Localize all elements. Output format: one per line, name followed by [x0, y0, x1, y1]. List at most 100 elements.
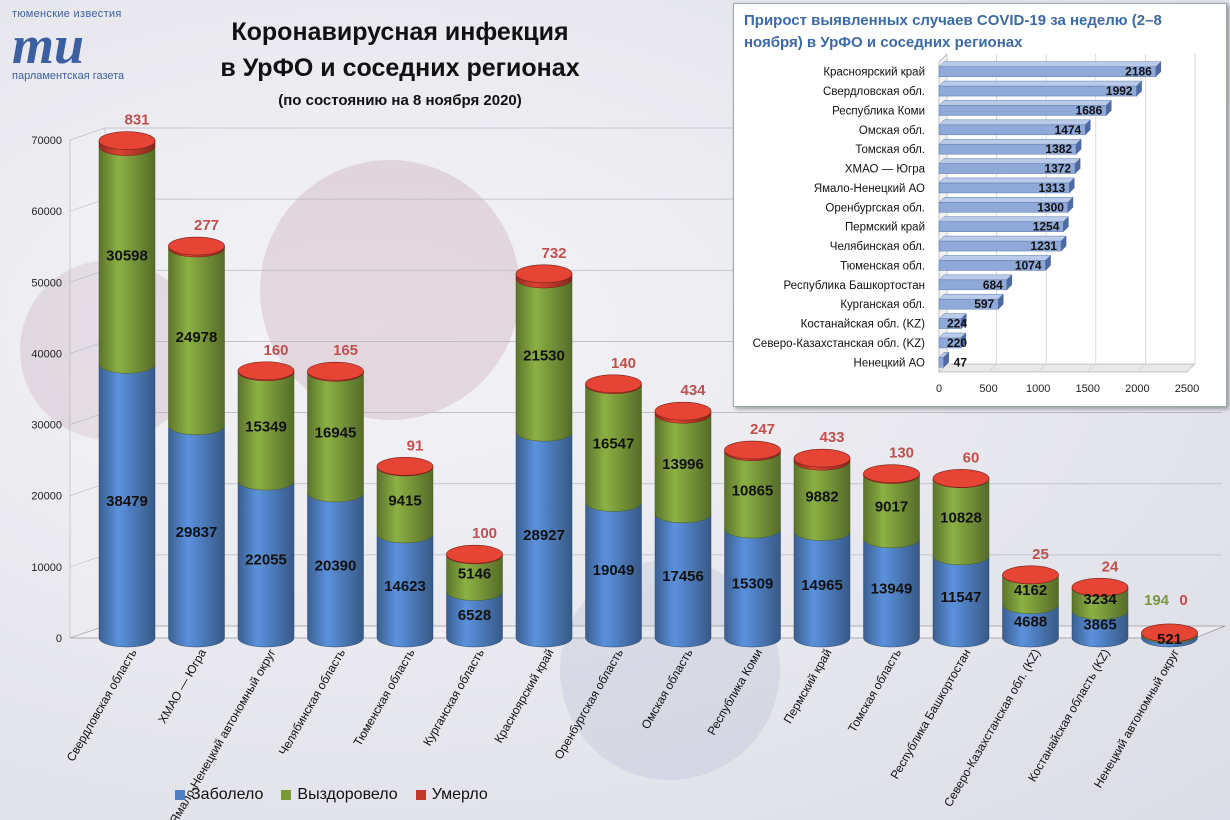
bar-segment-died — [863, 464, 920, 484]
inset-x-tick-label: 1500 — [1076, 383, 1100, 395]
inset-gridline-floor — [1087, 363, 1097, 373]
inset-floor — [938, 363, 1196, 373]
bar-segment-recovered — [168, 247, 225, 435]
inset-category-label: Тюменская обл. — [840, 260, 925, 272]
data-label-sick: 19049 — [593, 562, 635, 579]
data-label-recovered: 24978 — [176, 329, 218, 346]
inset-bar — [938, 235, 1067, 252]
data-label-died: 732 — [541, 245, 566, 262]
bar-segment-recovered — [1002, 574, 1059, 614]
x-tick-label: Пермский край — [781, 647, 835, 726]
inset-category-label: Томская обл. — [855, 144, 925, 156]
bar-segment-sick — [446, 591, 503, 648]
bar-segment-sick — [376, 533, 434, 648]
bar-segment-died — [237, 361, 295, 382]
inset-category-label: Оренбургская обл. — [825, 202, 925, 214]
data-label-sick: 28927 — [523, 527, 565, 544]
inset-bar — [938, 293, 1004, 310]
inset-bar — [938, 80, 1143, 97]
inset-category-label: Красноярский край — [823, 67, 925, 79]
inset-category-label: Челябинская обл. — [830, 241, 925, 253]
bar-segment-sick — [863, 538, 920, 648]
bar-segment-recovered — [376, 466, 434, 544]
inset-category-label: ХМАО — Югра — [845, 164, 926, 176]
bar-segment-died — [168, 236, 225, 258]
data-label-died: 160 — [263, 342, 288, 359]
bar-segment-recovered — [237, 371, 295, 491]
inset-category-label: Курганская обл. — [840, 299, 925, 311]
bar-segment-died — [793, 448, 851, 471]
inset-value-label: 1254 — [1033, 220, 1060, 234]
inset-gridline-floor — [988, 363, 997, 373]
inset-title: Прирост выявленных случаев COVID-19 за н… — [744, 12, 1162, 51]
bar-segment-died — [515, 264, 573, 289]
legend-item-sick: Заболело — [175, 786, 263, 804]
inset-value-label: 597 — [974, 297, 994, 311]
y-tick-label: 50000 — [31, 277, 62, 289]
inset-value-label: 2186 — [1125, 65, 1152, 79]
data-label-sick: 521 — [1157, 631, 1182, 648]
chart-title-line2: в УрФО и соседних регионах — [220, 54, 580, 82]
data-label-sick: 6528 — [458, 607, 491, 624]
bar-segment-sick — [1071, 610, 1129, 648]
inset-category-label: Республика Башкортостан — [783, 280, 925, 292]
data-label-sick: 17456 — [662, 568, 704, 585]
weekly-growth-bar-chart: 0 500 1000 1500 2000 2500 2186 Красноярский кра… — [753, 53, 1199, 395]
x-tick-label: Ненецкий автономный округ — [1091, 646, 1182, 790]
inset-bar — [938, 312, 967, 330]
inset-bar — [938, 119, 1091, 136]
inset-value-label: 1231 — [1030, 239, 1057, 253]
data-label-died: 100 — [472, 525, 497, 542]
data-label-died: 0 — [1179, 592, 1187, 609]
data-label-died: 60 — [963, 449, 980, 466]
inset-value-label: 224 — [947, 317, 967, 331]
inset-category-label: Омская обл. — [859, 125, 925, 137]
inset-gridline-floor — [1137, 363, 1146, 373]
bar-segment-died — [1002, 565, 1059, 585]
bar-segment-recovered — [446, 554, 503, 601]
bar-segment-sick — [585, 502, 642, 648]
inset-category-label: Северо-Казахстанская обл. (KZ) — [753, 338, 926, 350]
bar-segment-died — [1141, 623, 1198, 643]
inset-x-tick-label: 2500 — [1175, 383, 1199, 395]
data-label-sick: 15309 — [732, 576, 774, 593]
bar-segment-sick — [168, 425, 225, 648]
chart-subtitle: (по состоянию на 8 ноября 2020) — [278, 92, 522, 109]
inset-value-label: 1474 — [1055, 123, 1082, 137]
inset-bar — [938, 157, 1081, 175]
bar-segment-sick — [98, 363, 156, 648]
legend-label-recovered: Выздоровело — [297, 786, 398, 803]
bar-segment-sick — [793, 531, 851, 648]
data-label-sick: 20390 — [315, 557, 357, 574]
bar-segment-recovered — [863, 474, 920, 549]
data-label-sick: 14965 — [801, 577, 843, 594]
inset-bar — [938, 274, 1013, 291]
data-label-recovered: 4162 — [1014, 582, 1047, 599]
bar-segment-sick — [1002, 604, 1059, 648]
data-label-recovered: 30598 — [106, 247, 148, 264]
y-tick-label: 10000 — [31, 562, 62, 574]
x-tick-label: Республика Коми — [704, 647, 765, 738]
inset-bar — [938, 177, 1075, 194]
bar-segment-sick — [724, 528, 781, 648]
y-tick-label: 60000 — [31, 206, 62, 218]
inset-bar — [938, 138, 1082, 155]
inset-x-tick-label: 1000 — [1026, 383, 1050, 395]
data-label-sick: 38479 — [106, 493, 148, 510]
inset-bar — [938, 254, 1052, 272]
gridline-side — [69, 127, 106, 141]
inset-x-tick-label: 2000 — [1125, 383, 1149, 395]
data-label-died: 91 — [407, 437, 424, 454]
data-label-sick: 14623 — [384, 578, 426, 595]
data-label-sick: 4688 — [1014, 613, 1047, 630]
x-tick-label: Омская область — [638, 647, 695, 732]
data-label-recovered: 16547 — [593, 436, 635, 453]
data-label-sick: 11547 — [941, 589, 982, 606]
inset-category-label: Костанайская обл. (KZ) — [801, 319, 925, 331]
data-label-recovered: 194 — [1144, 592, 1170, 609]
bar-segment-sick — [654, 513, 712, 648]
data-label-recovered: 15349 — [245, 418, 287, 435]
inset-x-tick-label: 500 — [979, 383, 997, 395]
data-label-recovered: 10828 — [940, 509, 982, 526]
title-block: Коронавирусная инфекция в УрФО и соседни… — [170, 14, 630, 109]
